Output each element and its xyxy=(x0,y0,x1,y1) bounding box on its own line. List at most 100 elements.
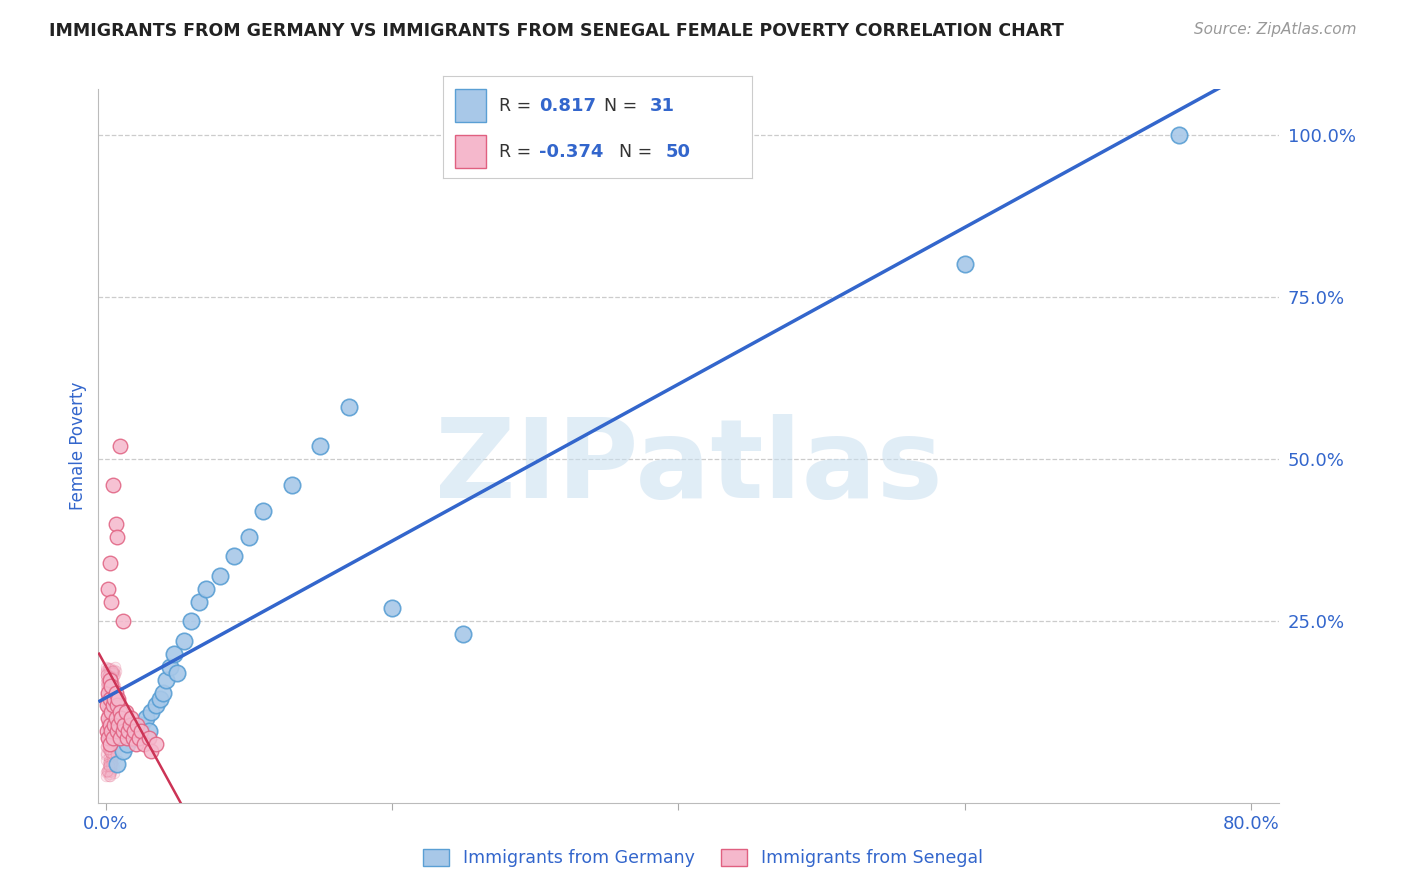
Point xyxy=(97,701,120,715)
Point xyxy=(100,681,122,695)
Point xyxy=(98,738,121,752)
Point xyxy=(98,556,121,570)
Point xyxy=(98,758,121,772)
Point xyxy=(97,582,120,596)
Point xyxy=(141,744,163,758)
Point xyxy=(98,757,121,772)
Point xyxy=(100,670,122,684)
Point xyxy=(96,731,118,746)
Text: 0.817: 0.817 xyxy=(538,96,596,114)
Point xyxy=(101,663,124,677)
Point xyxy=(104,516,127,531)
Point xyxy=(103,718,125,732)
Point xyxy=(96,691,118,706)
Point xyxy=(100,726,122,740)
Point xyxy=(159,659,181,673)
Point xyxy=(100,732,122,747)
Point xyxy=(100,769,122,783)
Point xyxy=(224,549,246,564)
Text: N =: N = xyxy=(619,143,658,161)
Point xyxy=(100,691,122,706)
Point xyxy=(166,666,188,681)
Point xyxy=(103,716,125,731)
Point xyxy=(135,711,157,725)
Point xyxy=(94,663,117,677)
Point xyxy=(96,716,118,731)
Point xyxy=(100,752,122,766)
Point xyxy=(252,504,274,518)
Point xyxy=(94,753,117,767)
Point xyxy=(100,679,122,693)
Point xyxy=(97,667,120,681)
Point xyxy=(94,739,117,753)
Point xyxy=(94,689,117,703)
Point xyxy=(104,660,127,674)
Point xyxy=(103,669,125,683)
Point xyxy=(98,731,121,745)
Point xyxy=(100,705,122,719)
Point xyxy=(103,692,125,706)
Point xyxy=(100,665,122,679)
Point xyxy=(97,692,120,706)
Point xyxy=(96,731,118,746)
Point xyxy=(96,703,118,717)
Point xyxy=(163,647,186,661)
Point xyxy=(124,738,146,752)
Point xyxy=(104,752,127,766)
Point xyxy=(238,530,260,544)
Point xyxy=(98,684,121,698)
Text: Source: ZipAtlas.com: Source: ZipAtlas.com xyxy=(1194,22,1357,37)
Point xyxy=(101,676,124,690)
Point xyxy=(97,681,120,695)
Point xyxy=(96,684,118,698)
Point xyxy=(98,719,121,733)
Y-axis label: Female Poverty: Female Poverty xyxy=(69,382,87,510)
Point xyxy=(104,679,127,693)
Point xyxy=(104,667,127,681)
Point xyxy=(98,752,121,766)
Point xyxy=(96,716,118,731)
Point xyxy=(94,679,117,693)
Point xyxy=(100,709,122,723)
Point xyxy=(100,724,122,739)
Point xyxy=(98,698,121,712)
Point xyxy=(1168,128,1191,142)
Point xyxy=(107,718,129,732)
Point xyxy=(96,674,118,689)
Point xyxy=(112,718,135,732)
Point xyxy=(98,686,121,700)
Text: 31: 31 xyxy=(650,96,675,114)
Point xyxy=(97,728,120,742)
Point xyxy=(122,731,145,745)
Point xyxy=(97,678,120,692)
Point xyxy=(97,718,120,732)
Point xyxy=(101,665,124,680)
Point xyxy=(104,714,127,728)
Point xyxy=(98,745,121,759)
Point xyxy=(100,759,122,773)
Point xyxy=(98,661,121,675)
Point xyxy=(97,756,120,771)
Point xyxy=(96,678,118,692)
Point xyxy=(97,698,120,713)
Point xyxy=(309,439,332,453)
Point xyxy=(96,696,118,710)
Point xyxy=(97,722,120,736)
Point xyxy=(100,703,122,717)
Point xyxy=(97,764,120,778)
Point xyxy=(381,601,404,615)
Point xyxy=(97,731,120,745)
Point xyxy=(280,478,302,492)
Point xyxy=(96,717,118,731)
Point xyxy=(96,769,118,783)
Point xyxy=(101,758,124,772)
Point xyxy=(101,758,124,772)
Point xyxy=(953,257,976,271)
Point xyxy=(98,743,121,757)
Point xyxy=(103,664,125,678)
Point xyxy=(103,760,125,774)
Point xyxy=(120,724,142,739)
Point xyxy=(101,747,124,761)
Point xyxy=(97,668,120,682)
Text: IMMIGRANTS FROM GERMANY VS IMMIGRANTS FROM SENEGAL FEMALE POVERTY CORRELATION CH: IMMIGRANTS FROM GERMANY VS IMMIGRANTS FR… xyxy=(49,22,1064,40)
